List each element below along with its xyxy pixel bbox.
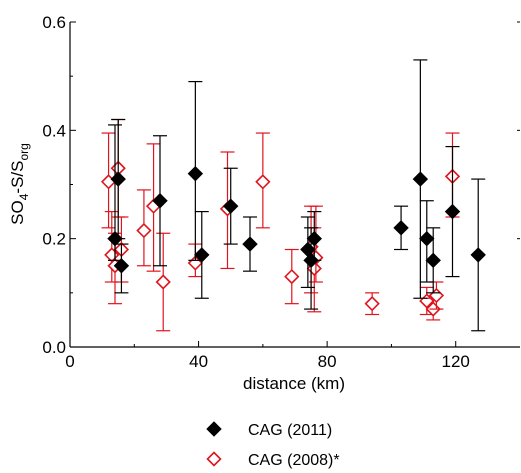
legend-label: CAG (2011) bbox=[248, 422, 332, 439]
series-layer bbox=[100, 59, 486, 332]
data-point bbox=[284, 268, 300, 285]
legend-label: CAG (2008)* bbox=[248, 452, 340, 469]
x-tick-label: 40 bbox=[189, 352, 208, 371]
x-axis-label: distance (km) bbox=[243, 374, 345, 393]
data-point bbox=[152, 193, 168, 209]
data-point bbox=[364, 296, 380, 312]
data-point bbox=[155, 274, 171, 290]
series-cag-2011 bbox=[107, 59, 486, 332]
axis-ticks bbox=[69, 21, 520, 348]
y-tick-label: 0.6 bbox=[42, 13, 66, 32]
data-point bbox=[136, 222, 152, 239]
data-point bbox=[470, 247, 486, 263]
data-point bbox=[419, 230, 435, 247]
legend-item: CAG (2011) bbox=[206, 421, 332, 439]
x-tick-label: 0 bbox=[65, 352, 74, 371]
y-axis-label: SO4-S/Sorg bbox=[8, 143, 31, 225]
y-tick-label: 0.4 bbox=[42, 121, 66, 140]
y-axis-label-sub2: org bbox=[17, 143, 31, 160]
y-axis-label-sub1: 4 bbox=[17, 193, 31, 200]
x-tick-label: 120 bbox=[442, 352, 470, 371]
legend: CAG (2011) CAG (2008)* bbox=[206, 421, 340, 469]
y-axis-label-part2: -S/S bbox=[8, 161, 27, 194]
data-point bbox=[393, 220, 409, 236]
y-tick-label: 0.2 bbox=[42, 230, 66, 249]
data-point bbox=[444, 203, 461, 220]
legend-marker bbox=[206, 421, 222, 437]
data-point bbox=[306, 230, 322, 247]
data-point bbox=[242, 236, 258, 252]
y-tick-label: 0.0 bbox=[42, 338, 66, 357]
data-point bbox=[113, 258, 130, 274]
data-point bbox=[255, 174, 271, 190]
data-point bbox=[425, 252, 441, 269]
data-point bbox=[412, 171, 429, 187]
x-tick-label: 80 bbox=[318, 352, 337, 371]
axis-tick-labels: 0 40 80 120 0.0 0.2 0.4 0.6 bbox=[42, 13, 470, 371]
legend-item: CAG (2008)* bbox=[206, 451, 340, 469]
data-point bbox=[194, 247, 210, 263]
legend-marker bbox=[206, 451, 222, 467]
data-point bbox=[223, 198, 239, 214]
y-axis-label-part1: SO bbox=[8, 200, 27, 225]
data-point bbox=[187, 165, 204, 182]
data-point bbox=[110, 171, 126, 187]
